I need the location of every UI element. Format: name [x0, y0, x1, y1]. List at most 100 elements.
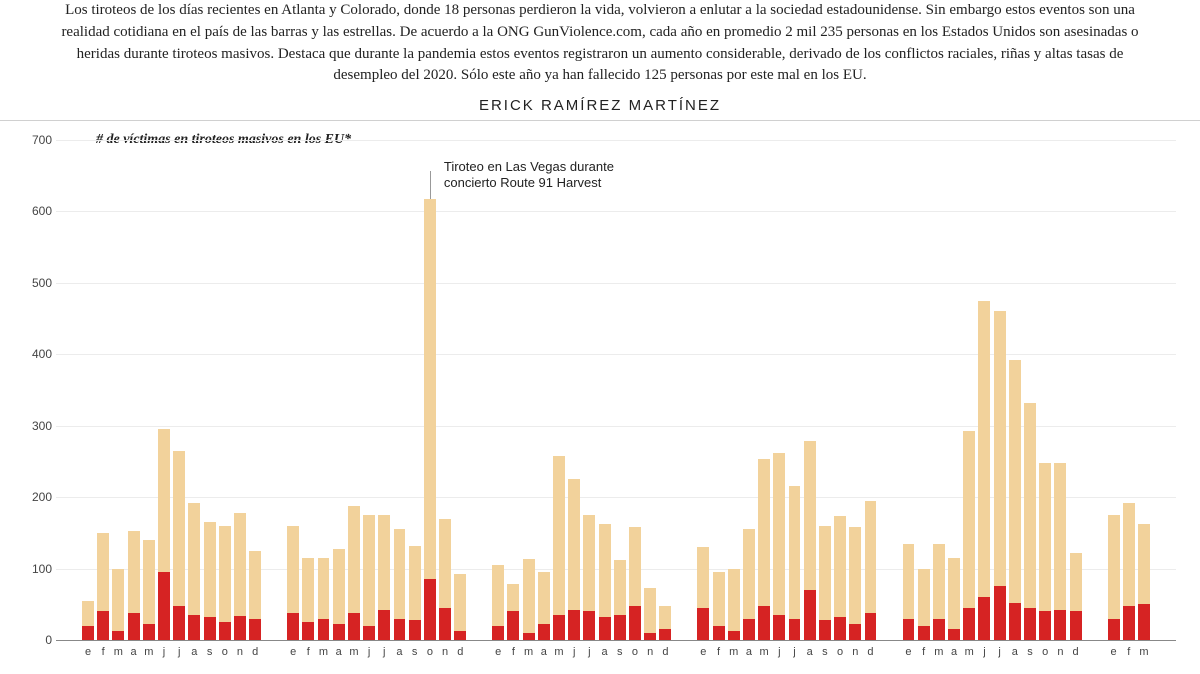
data-bar: [758, 459, 770, 640]
bar-deaths-segment: [439, 608, 451, 640]
data-bar: [507, 584, 519, 640]
month-tick-label: m: [551, 646, 567, 658]
bar-deaths-segment: [963, 608, 975, 640]
month-tick-label: o: [1037, 646, 1053, 658]
bar-deaths-segment: [773, 615, 785, 640]
bar-deaths-segment: [128, 613, 140, 640]
data-bar: [97, 533, 109, 640]
y-tick-label: 300: [20, 419, 52, 433]
month-tick-label: m: [756, 646, 772, 658]
month-tick-label: s: [612, 646, 628, 658]
data-bar: [743, 529, 755, 640]
bar-deaths-segment: [523, 633, 535, 640]
month-tick-label: m: [1136, 646, 1152, 658]
bar-deaths-segment: [302, 622, 314, 640]
data-bar: [1123, 503, 1135, 640]
bar-deaths-segment: [82, 626, 94, 640]
bar-deaths-segment: [188, 615, 200, 640]
data-bar: [523, 559, 535, 640]
data-bar: [158, 429, 170, 640]
annotation-text: Tiroteo en Las Vegas durante concierto R…: [444, 159, 614, 192]
y-tick-label: 200: [20, 490, 52, 504]
bar-deaths-segment: [454, 631, 466, 640]
data-bar: [378, 515, 390, 640]
data-bar: [1009, 360, 1021, 640]
data-bar: [234, 513, 246, 640]
chart-container: # de víctimas en tiroteos masivos en los…: [20, 124, 1180, 674]
month-tick-label: m: [521, 646, 537, 658]
month-tick-label: d: [657, 646, 673, 658]
data-bar: [219, 526, 231, 640]
bar-deaths-segment: [743, 619, 755, 640]
month-tick-label: m: [931, 646, 947, 658]
bar-deaths-segment: [492, 626, 504, 640]
month-tick-label: j: [976, 646, 992, 658]
data-bar: [424, 199, 436, 640]
bar-deaths-segment: [1108, 619, 1120, 640]
data-bar: [659, 606, 671, 640]
month-tick-label: d: [863, 646, 879, 658]
data-bar: [1039, 463, 1051, 640]
bar-deaths-segment: [903, 619, 915, 640]
bar-total-segment: [363, 515, 375, 640]
bar-deaths-segment: [1009, 603, 1021, 640]
bar-deaths-segment: [644, 633, 656, 640]
bar-deaths-segment: [614, 615, 626, 640]
data-bar: [204, 522, 216, 640]
bar-total-segment: [553, 456, 565, 640]
gridline: [56, 140, 1176, 141]
bar-deaths-segment: [112, 631, 124, 640]
bar-total-segment: [728, 569, 740, 640]
data-bar: [789, 486, 801, 640]
bar-deaths-segment: [994, 586, 1006, 640]
month-tick-label: e: [695, 646, 711, 658]
month-tick-label: f: [711, 646, 727, 658]
bar-total-segment: [1009, 360, 1021, 640]
data-bar: [1054, 463, 1066, 640]
intro-paragraph: Los tiroteos de los días recientes en At…: [0, 0, 1200, 91]
bar-deaths-segment: [728, 631, 740, 640]
month-tick-label: j: [787, 646, 803, 658]
month-tick-label: n: [847, 646, 863, 658]
data-bar: [173, 451, 185, 640]
month-tick-label: a: [597, 646, 613, 658]
data-bar: [439, 519, 451, 640]
data-bar: [538, 572, 550, 640]
divider-line: [0, 120, 1200, 121]
bar-deaths-segment: [318, 619, 330, 640]
bar-deaths-segment: [1039, 611, 1051, 640]
month-tick-label: d: [452, 646, 468, 658]
month-tick-label: s: [202, 646, 218, 658]
month-tick-label: e: [490, 646, 506, 658]
month-tick-label: m: [316, 646, 332, 658]
month-tick-label: a: [186, 646, 202, 658]
bar-total-segment: [523, 559, 535, 640]
month-tick-label: n: [1052, 646, 1068, 658]
bar-deaths-segment: [629, 606, 641, 640]
data-bar: [713, 572, 725, 640]
bar-deaths-segment: [97, 611, 109, 640]
data-bar: [728, 569, 740, 640]
x-axis-baseline: [56, 640, 1176, 641]
bar-deaths-segment: [865, 613, 877, 640]
bar-deaths-segment: [713, 626, 725, 640]
annotation-leader-line: [430, 171, 431, 199]
data-bar: [1070, 553, 1082, 640]
month-tick-label: d: [1068, 646, 1084, 658]
data-bar: [933, 544, 945, 640]
bar-deaths-segment: [143, 624, 155, 640]
bar-deaths-segment: [348, 613, 360, 640]
month-tick-label: n: [232, 646, 248, 658]
bar-deaths-segment: [568, 610, 580, 640]
data-bar: [112, 569, 124, 640]
bar-deaths-segment: [333, 624, 345, 640]
month-tick-label: j: [376, 646, 392, 658]
byline: ERICK RAMÍREZ MARTÍNEZ: [0, 97, 1200, 114]
data-bar: [948, 558, 960, 640]
month-tick-label: f: [300, 646, 316, 658]
plot-area: # de víctimas en tiroteos masivos en los…: [56, 140, 1176, 640]
month-tick-label: j: [771, 646, 787, 658]
bar-deaths-segment: [538, 624, 550, 640]
month-tick-label: f: [505, 646, 521, 658]
bar-deaths-segment: [409, 620, 421, 640]
